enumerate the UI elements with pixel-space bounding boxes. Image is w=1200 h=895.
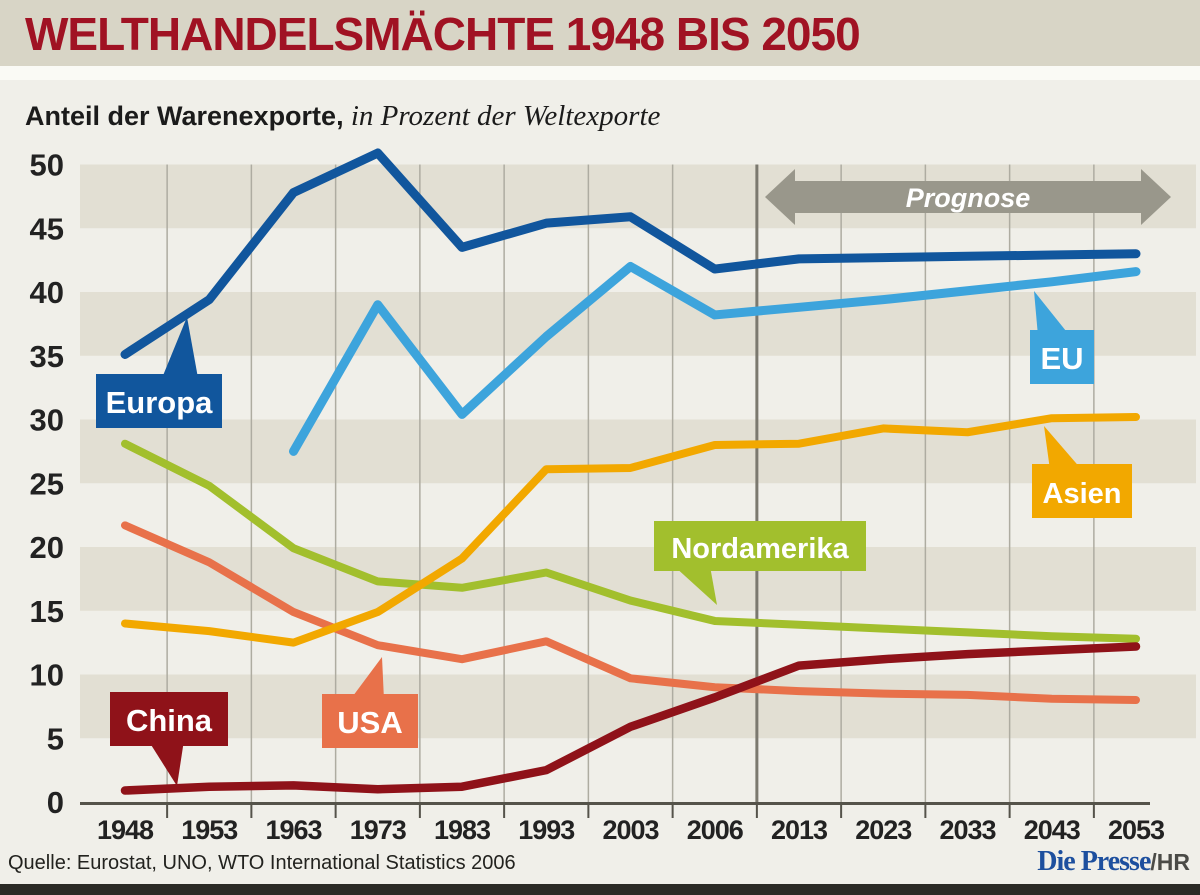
series-line-Europa xyxy=(120,148,1141,359)
eu-callout: EU xyxy=(1030,291,1094,384)
series-line-EU xyxy=(289,262,1141,456)
chart-subtitle: Anteil der Warenexporte, in Prozent der … xyxy=(25,100,660,133)
x-tick-label-2053: 2053 xyxy=(1108,815,1165,845)
usa-callout: USA xyxy=(322,657,418,748)
y-tick-label-30: 30 xyxy=(30,403,64,438)
europa-callout-box xyxy=(96,374,222,428)
bottom-bar xyxy=(0,884,1200,895)
x-tick-label-1973: 1973 xyxy=(350,815,407,845)
subtitle-bold: Anteil der Warenexporte, xyxy=(25,101,344,131)
y-tick-label-40: 40 xyxy=(30,275,64,310)
x-tick-label-2006: 2006 xyxy=(687,815,744,845)
europa-callout-pointer xyxy=(162,317,198,378)
nordamerika-callout-label: Nordamerika xyxy=(671,533,849,565)
y-tick-label-50: 50 xyxy=(30,148,64,183)
x-tick-label-2013: 2013 xyxy=(771,815,828,845)
china-callout-label: China xyxy=(126,703,213,738)
prognose-arrow-left-head xyxy=(765,169,795,225)
china-callout: China xyxy=(110,692,228,786)
y-tick-label-5: 5 xyxy=(47,721,64,756)
subtitle-italic: in Prozent der Weltexporte xyxy=(343,100,661,132)
series-line-Asien xyxy=(121,412,1140,647)
title-bar: WELTHANDELSMÄCHTE 1948 BIS 2050 xyxy=(0,0,1200,66)
asien-callout-box xyxy=(1032,464,1132,518)
credit: Die Presse/HR xyxy=(1037,846,1190,878)
shaded-band-25-30 xyxy=(80,419,1196,484)
y-tick-label-15: 15 xyxy=(30,594,64,629)
eu-callout-pointer xyxy=(1034,291,1070,336)
eu-callout-box xyxy=(1030,330,1094,384)
x-tick-label-1953: 1953 xyxy=(181,815,238,845)
page-title: WELTHANDELSMÄCHTE 1948 BIS 2050 xyxy=(25,8,861,60)
nordamerika-callout-box xyxy=(654,521,866,571)
asien-callout-pointer xyxy=(1044,426,1082,470)
title-divider-strip xyxy=(0,66,1200,80)
x-tick-label-2023: 2023 xyxy=(855,815,912,845)
source-note: Quelle: Eurostat, UNO, WTO International… xyxy=(8,852,516,874)
die-presse-logo: Die Presse xyxy=(1037,846,1151,877)
eu-callout-label: EU xyxy=(1040,341,1083,376)
y-tick-label-0: 0 xyxy=(47,785,64,820)
x-tick-label-2033: 2033 xyxy=(939,815,996,845)
x-tick-label-1948: 1948 xyxy=(97,815,154,845)
x-tick-label-2003: 2003 xyxy=(602,815,659,845)
y-tick-label-45: 45 xyxy=(30,211,64,246)
asien-callout-label: Asien xyxy=(1043,478,1122,510)
asien-callout: Asien xyxy=(1032,426,1132,518)
y-tick-label-20: 20 xyxy=(30,530,64,565)
y-tick-label-35: 35 xyxy=(30,339,64,374)
series-line-Nordamerika xyxy=(121,439,1140,643)
plot-layer: 0 5 10 15 20 25 30 35 40 45 50 1948 1953 1963 1973 1983… xyxy=(30,148,1196,845)
x-tick-label-1983: 1983 xyxy=(434,815,491,845)
china-callout-pointer xyxy=(148,740,184,786)
y-tick-label-25: 25 xyxy=(30,466,64,501)
prognose-arrow: Prognose xyxy=(765,169,1171,225)
europa-callout: Europa xyxy=(96,317,222,428)
credit-author: /HR xyxy=(1150,849,1190,875)
nordamerika-callout: Nordamerika xyxy=(654,521,866,605)
usa-callout-box xyxy=(322,694,418,748)
x-tick-label-2043: 2043 xyxy=(1024,815,1081,845)
series-line-USA xyxy=(121,521,1140,704)
x-tick-label-1963: 1963 xyxy=(265,815,322,845)
y-tick-label-10: 10 xyxy=(30,658,64,693)
shaded-band-5-10 xyxy=(80,674,1196,739)
prognose-arrow-body xyxy=(793,181,1143,213)
x-tick-label-1993: 1993 xyxy=(518,815,575,845)
usa-callout-pointer xyxy=(350,657,384,700)
europa-callout-label: Europa xyxy=(106,385,214,420)
prognose-arrow-right-head xyxy=(1141,169,1171,225)
series-line-China xyxy=(120,642,1141,795)
usa-callout-label: USA xyxy=(337,705,402,740)
shaded-band-35-40 xyxy=(80,292,1196,356)
china-callout-box xyxy=(110,692,228,746)
prognose-label: Prognose xyxy=(906,183,1031,213)
nordamerika-callout-pointer xyxy=(674,566,717,605)
